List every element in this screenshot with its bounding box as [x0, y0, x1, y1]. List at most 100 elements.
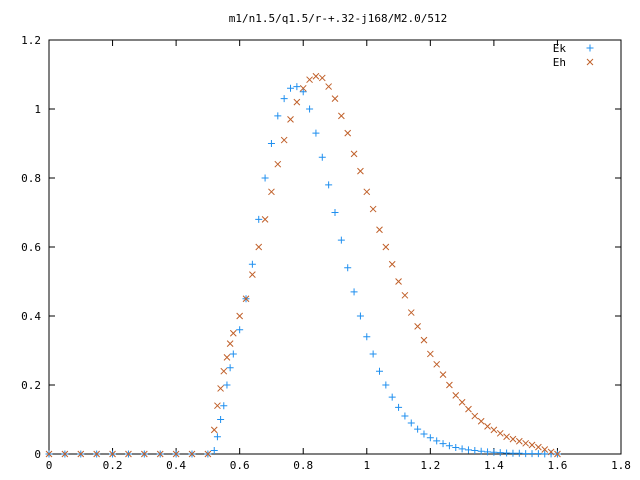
data-point-ek	[414, 425, 422, 433]
y-tick-label: 1.2	[21, 34, 41, 47]
data-point-ek	[226, 364, 234, 372]
data-point-ek	[344, 264, 352, 272]
data-point-eh	[554, 450, 561, 458]
data-point-ek	[464, 446, 472, 454]
data-point-eh	[465, 405, 472, 413]
data-point-ek	[445, 442, 453, 450]
data-point-ek	[312, 129, 320, 137]
data-point-ek	[522, 450, 530, 458]
data-point-eh	[338, 112, 345, 120]
data-point-eh	[414, 322, 421, 330]
data-point-ek	[331, 209, 339, 216]
data-point-ek	[452, 443, 460, 451]
data-point-eh	[407, 309, 415, 316]
data-point-eh	[293, 98, 301, 106]
data-point-eh	[299, 84, 307, 92]
data-point-eh	[503, 433, 510, 441]
data-point-ek	[325, 181, 333, 189]
data-point-ek	[407, 419, 415, 427]
data-point-eh	[357, 167, 364, 175]
data-point-eh	[446, 381, 453, 389]
data-point-ek	[213, 433, 221, 441]
data-point-eh	[214, 402, 221, 410]
x-tick-label: 1.6	[548, 459, 568, 472]
series-layer	[45, 72, 561, 458]
data-point-eh	[477, 417, 485, 425]
data-point-eh	[268, 188, 275, 196]
data-point-ek	[248, 260, 256, 268]
legend-label-ek: Ek	[553, 42, 567, 55]
data-point-eh	[369, 205, 377, 213]
data-point-eh	[249, 271, 256, 278]
x-tick-label: 0.2	[103, 459, 123, 472]
chart-title: m1/n1.5/q1.5/r-+.32-j168/M2.0/512	[229, 12, 448, 25]
legend-label-eh: Eh	[553, 56, 566, 69]
data-point-eh	[433, 360, 441, 368]
data-point-ek	[220, 402, 228, 410]
data-point-ek	[496, 449, 504, 457]
data-point-ek	[229, 350, 237, 358]
data-point-eh	[226, 340, 234, 347]
data-point-eh	[242, 295, 250, 303]
data-point-ek	[388, 393, 396, 401]
legend-marker-ek	[586, 44, 594, 52]
series-eh	[45, 72, 561, 458]
data-point-eh	[535, 443, 542, 451]
data-point-ek	[503, 449, 511, 457]
data-point-eh	[261, 216, 269, 223]
y-tick-label: 0.2	[21, 379, 41, 392]
data-point-eh	[388, 260, 396, 268]
data-point-eh	[210, 426, 218, 434]
plot-frame	[48, 39, 622, 455]
x-tick-label: 0.6	[230, 459, 250, 472]
data-point-ek	[369, 350, 377, 358]
data-point-eh	[350, 150, 358, 158]
data-point-eh	[420, 336, 428, 344]
data-point-eh	[109, 450, 116, 458]
data-point-eh	[331, 95, 339, 103]
data-point-ek	[210, 447, 218, 455]
data-point-ek	[471, 447, 479, 455]
data-point-eh	[528, 441, 536, 449]
data-point-eh	[140, 450, 148, 458]
data-point-eh	[61, 450, 69, 458]
data-point-eh	[204, 450, 212, 458]
data-point-ek	[509, 449, 517, 457]
data-point-ek	[375, 367, 383, 375]
data-point-ek	[223, 381, 231, 389]
y-tick-label: 1	[34, 103, 41, 116]
data-point-ek	[293, 83, 301, 91]
data-point-eh	[376, 226, 383, 234]
data-point-eh	[93, 450, 101, 458]
data-point-ek	[541, 450, 549, 458]
data-point-eh	[280, 136, 288, 144]
data-point-eh	[496, 429, 504, 437]
data-point-eh	[325, 83, 332, 90]
data-point-ek	[382, 381, 390, 389]
data-point-ek	[255, 215, 263, 223]
data-point-ek	[515, 449, 523, 457]
data-point-ek	[458, 445, 466, 453]
data-point-eh	[125, 450, 132, 458]
data-point-eh	[471, 412, 479, 420]
data-point-ek	[306, 105, 314, 113]
data-point-eh	[255, 243, 263, 251]
x-tick-label: 1.2	[420, 459, 440, 472]
data-point-ek	[439, 440, 447, 448]
data-point-ek	[267, 140, 275, 147]
data-point-eh	[236, 312, 244, 320]
data-point-ek	[356, 312, 364, 320]
data-point-eh	[395, 278, 402, 285]
data-point-ek	[528, 450, 536, 458]
data-point-eh	[229, 329, 237, 337]
series-ek	[45, 83, 561, 458]
data-point-eh	[220, 367, 228, 375]
data-point-ek	[236, 326, 244, 334]
data-point-eh	[318, 74, 326, 82]
data-point-eh	[223, 354, 231, 361]
data-point-eh	[401, 291, 409, 299]
x-tick-label: 0.4	[166, 459, 186, 472]
data-point-eh	[515, 437, 523, 445]
